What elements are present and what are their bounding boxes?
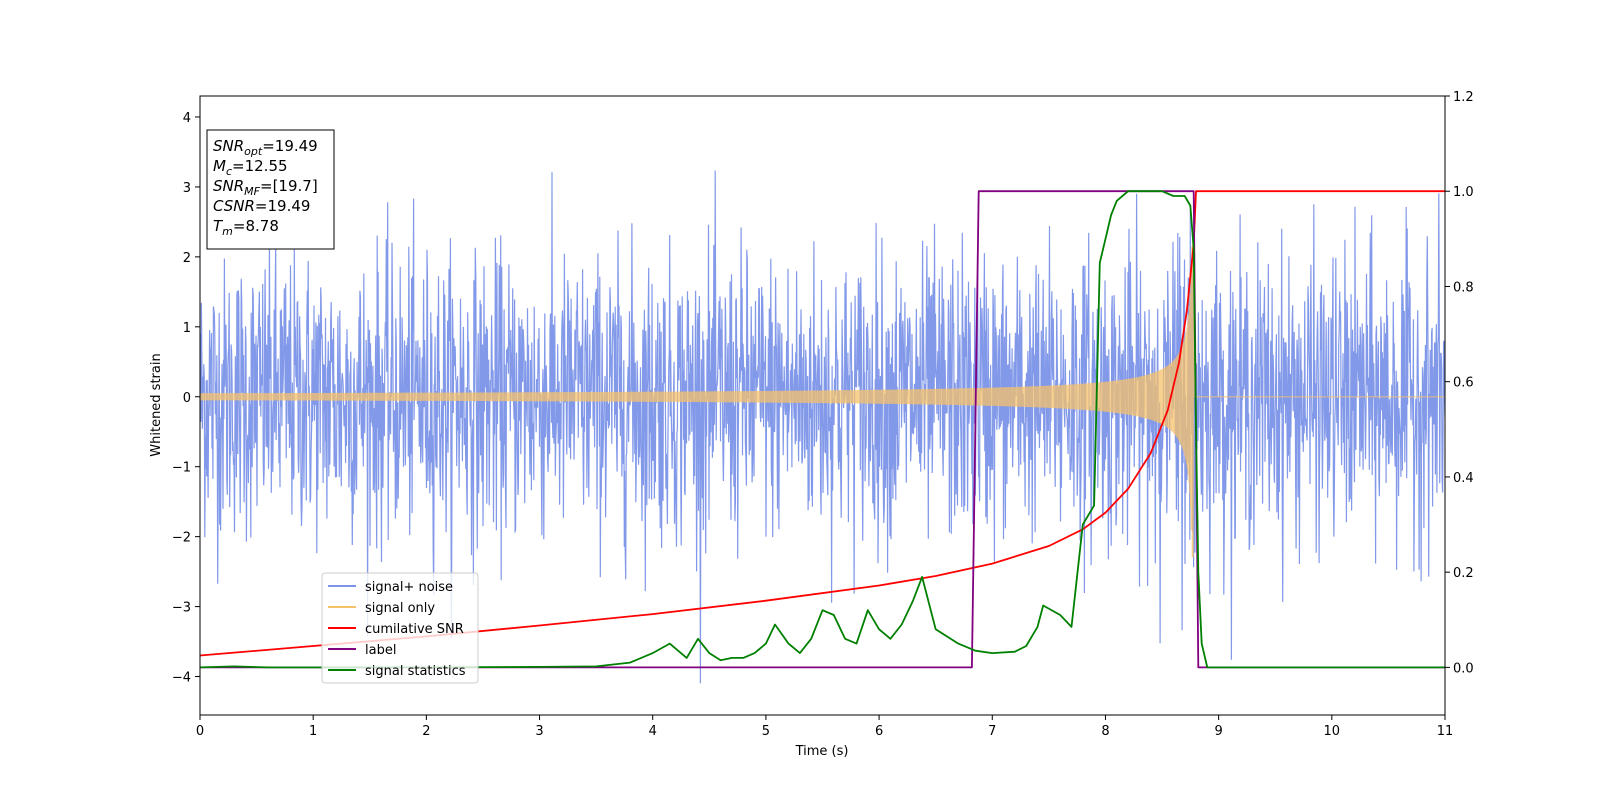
y-axis-right: 0.0 0.2 0.4 0.6 0.8 1.0 1.2 bbox=[1445, 90, 1474, 676]
x-axis-label: Time (s) bbox=[795, 744, 849, 759]
y-left-tick-label: −4 bbox=[172, 671, 191, 686]
y-left-tick-label: 1 bbox=[183, 321, 191, 336]
y-right-tick-label: 1.0 bbox=[1453, 185, 1474, 200]
x-tick-label: 4 bbox=[649, 724, 657, 739]
series-cumilative-snr bbox=[200, 190, 1445, 657]
info-box-line: CSNR=19.49 bbox=[213, 197, 310, 215]
legend-frame bbox=[321, 572, 479, 684]
series-signal-statistics bbox=[200, 190, 1445, 669]
y-left-tick-label: 3 bbox=[183, 181, 191, 196]
legend-label-label: label bbox=[365, 643, 396, 658]
legend-label-cumilative-snr: cumilative SNR bbox=[365, 622, 464, 637]
x-tick-label: 9 bbox=[1214, 724, 1222, 739]
x-tick-label: 5 bbox=[762, 724, 770, 739]
y-left-tick-label: 2 bbox=[183, 251, 191, 266]
x-tick-label: 11 bbox=[1437, 724, 1454, 739]
y-left-tick-label: −3 bbox=[172, 601, 191, 616]
y-left-tick-label: 0 bbox=[183, 391, 191, 406]
y-left-tick-label: 4 bbox=[183, 111, 191, 126]
series-signal-only bbox=[200, 235, 1445, 558]
y-right-tick-label: 0.6 bbox=[1453, 376, 1474, 391]
legend-label-signal-only: signal only bbox=[365, 601, 435, 616]
y-right-tick-label: 0.4 bbox=[1453, 471, 1474, 486]
y-axis-label: Whitened strain bbox=[149, 353, 164, 456]
legend-label-signal-noise: signal+ noise bbox=[365, 580, 453, 595]
x-tick-label: 0 bbox=[196, 724, 204, 739]
series-layer bbox=[200, 170, 1445, 684]
y-axis-left: −4 −3 −2 −1 0 1 2 3 4 bbox=[172, 111, 200, 686]
info-box-line: Mc=12.55 bbox=[213, 157, 288, 178]
info-box-line: SNRMF=[19.7] bbox=[213, 177, 318, 198]
x-tick-label: 8 bbox=[1101, 724, 1109, 739]
info-box-line: SNRopt=19.49 bbox=[213, 137, 318, 158]
x-axis: 0 1 2 3 4 5 6 7 8 9 10 11 bbox=[196, 715, 1453, 739]
plot-frame bbox=[199, 95, 1446, 716]
x-tick-label: 2 bbox=[422, 724, 430, 739]
info-box-line: Tm=8.78 bbox=[213, 217, 279, 238]
info-box: SNRopt=19.49Mc=12.55SNRMF=[19.7]CSNR=19.… bbox=[206, 129, 335, 250]
x-tick-label: 6 bbox=[875, 724, 883, 739]
x-tick-label: 10 bbox=[1324, 724, 1341, 739]
y-right-tick-label: 0.0 bbox=[1453, 661, 1474, 676]
plot-area bbox=[200, 170, 1445, 684]
x-tick-label: 1 bbox=[309, 724, 317, 739]
legend-label-signal-statistics: signal statistics bbox=[365, 664, 466, 679]
x-tick-label: 3 bbox=[535, 724, 543, 739]
info-box-frame bbox=[206, 129, 335, 250]
y-right-tick-label: 0.2 bbox=[1453, 566, 1474, 581]
y-right-tick-label: 0.8 bbox=[1453, 280, 1474, 295]
x-tick-label: 7 bbox=[988, 724, 996, 739]
legend: signal+ noise signal only cumilative SNR la… bbox=[321, 572, 479, 684]
y-left-tick-label: −2 bbox=[172, 531, 191, 546]
y-right-tick-label: 1.2 bbox=[1453, 90, 1474, 105]
y-left-tick-label: −1 bbox=[172, 461, 191, 476]
